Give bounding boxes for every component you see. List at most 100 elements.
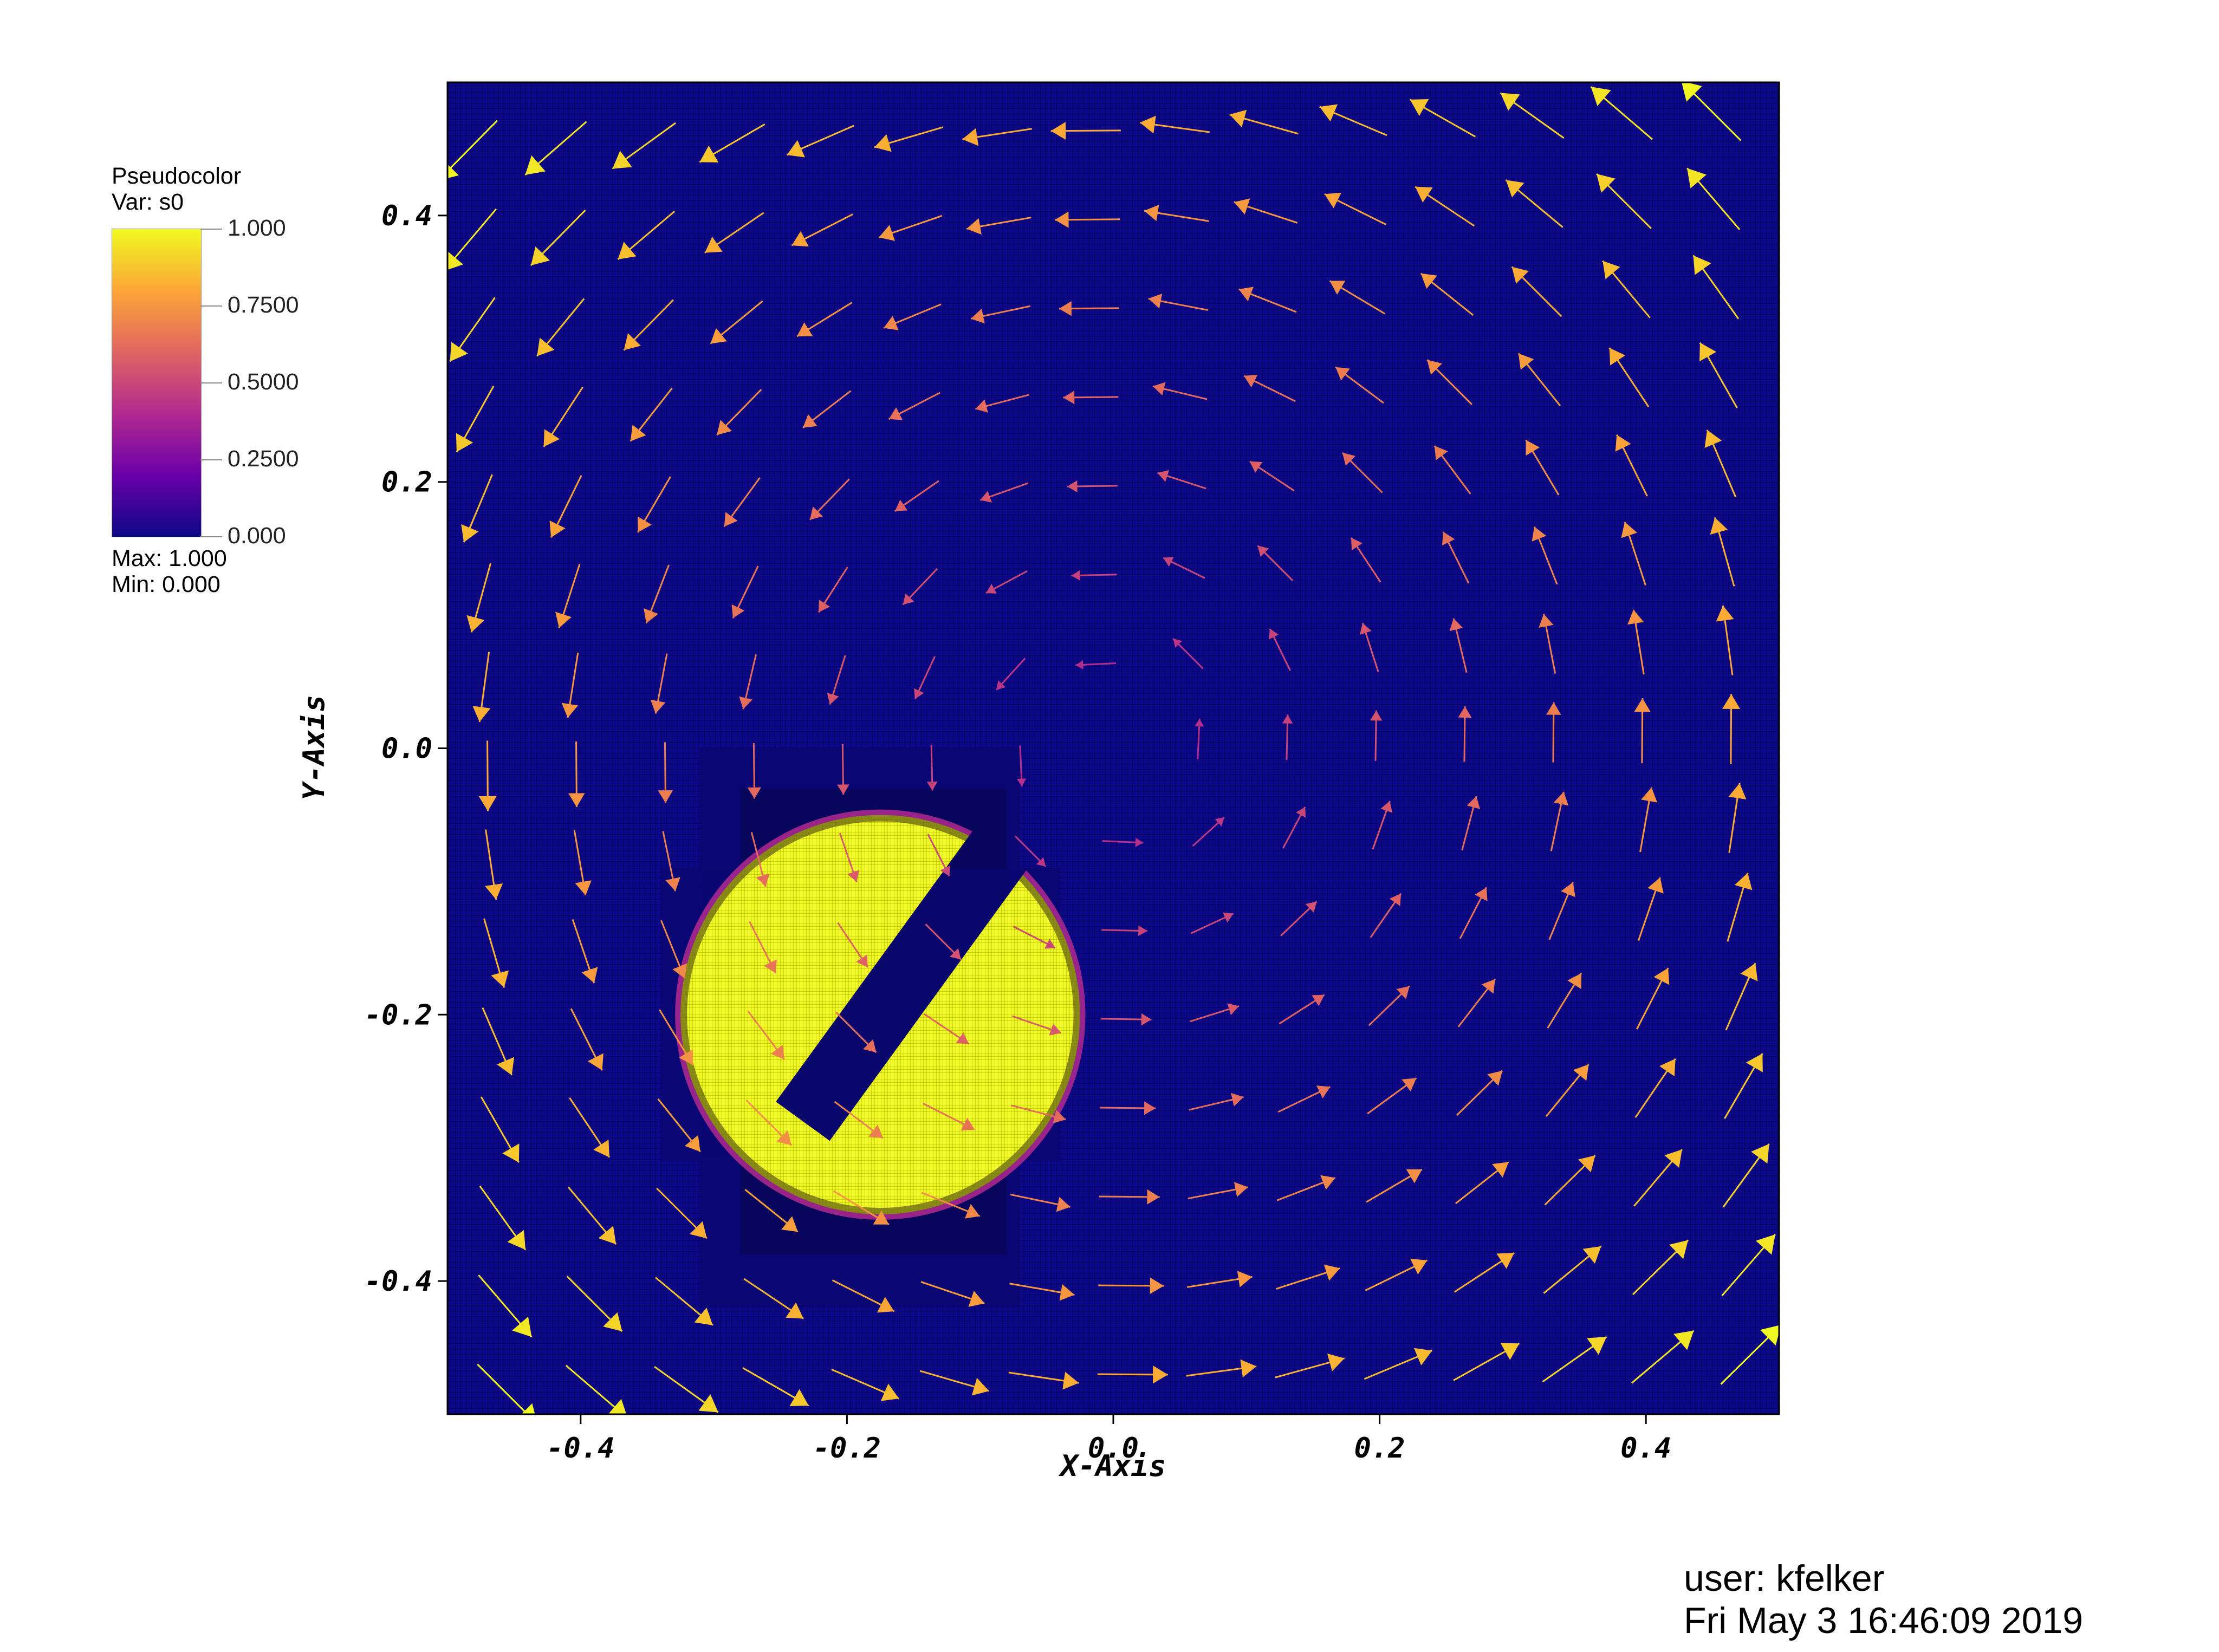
- colorbar-tick-label: 0.2500: [228, 446, 299, 472]
- x-axis-label: X-Axis: [1058, 1449, 1166, 1483]
- vector-arrowhead: [478, 796, 497, 811]
- vector-arrowhead: [1335, 367, 1350, 381]
- x-axis-ticks: -0.4 -0.2 0.0 0.2 0.4: [547, 1414, 1671, 1465]
- vector-arrowhead: [980, 491, 992, 503]
- vector-arrowhead: [1500, 93, 1520, 111]
- legend-max: Max: 1.000: [112, 545, 227, 571]
- vector-arrowhead: [956, 1032, 969, 1044]
- vector-arrowhead: [543, 429, 560, 447]
- vector-arrowhead: [1573, 1064, 1589, 1081]
- vector-arrowhead: [1148, 294, 1163, 309]
- vector-arrowhead: [1063, 391, 1075, 405]
- vector-arrowhead: [1755, 1234, 1775, 1255]
- vector-arrowhead: [1153, 1365, 1168, 1384]
- vector-arrowhead: [975, 399, 988, 413]
- vector-arrowhead: [1641, 787, 1658, 803]
- y-tick-label: 0.0: [381, 733, 432, 765]
- vector-arrowhead: [873, 1210, 889, 1225]
- vector-arrowhead: [1406, 1169, 1422, 1183]
- vector-arrowhead: [1481, 979, 1495, 994]
- vector-arrowhead: [827, 693, 839, 705]
- vector-arrowhead: [1413, 1348, 1432, 1365]
- vector-arrowhead: [1615, 434, 1631, 452]
- vector-arrowhead: [1475, 887, 1488, 901]
- vector-arrowhead: [884, 316, 899, 330]
- vector-arrowhead: [1044, 939, 1055, 949]
- vector-arrowhead: [630, 425, 646, 441]
- vector-arrowhead: [888, 407, 903, 420]
- vector-arrowhead: [971, 1377, 989, 1396]
- vector-arrowhead: [913, 688, 924, 699]
- vector-arrowhead: [1487, 1070, 1503, 1086]
- vector-arrowhead: [1506, 180, 1524, 198]
- vector-arrowhead: [598, 1226, 617, 1245]
- vector-arrowhead: [1320, 1175, 1335, 1190]
- legend-title: Pseudocolor: [112, 163, 242, 189]
- vector-arrowhead: [1687, 168, 1707, 188]
- vector-arrowhead: [502, 1143, 520, 1163]
- vector-arrowhead: [879, 225, 896, 241]
- colorbar-tick-label: 0.7500: [228, 292, 299, 318]
- vector-arrowhead: [1173, 638, 1183, 648]
- vector-arrowhead: [485, 883, 503, 900]
- vector-arrowhead: [1240, 1359, 1257, 1377]
- y-tick-label: -0.2: [365, 999, 432, 1031]
- vector-arrowhead: [1587, 1337, 1607, 1355]
- vector-arrowhead: [555, 612, 572, 628]
- vector-arrowhead: [1578, 1155, 1595, 1173]
- y-axis-ticks: 0.4 0.2 0.0 -0.2 -0.4: [365, 200, 447, 1298]
- vector-arrowhead: [608, 1399, 627, 1414]
- vector-arrowhead: [1222, 912, 1234, 923]
- vector-arrowhead: [1370, 710, 1383, 721]
- vector-arrowhead: [1351, 537, 1362, 550]
- vector-arrowhead: [1597, 174, 1615, 193]
- vector-arrowhead: [962, 128, 979, 146]
- vector-arrowhead: [665, 877, 680, 892]
- vector-arrowhead: [447, 164, 459, 179]
- vector-shaft: [477, 1363, 529, 1414]
- vector-arrowhead: [894, 499, 908, 511]
- vector-arrowhead: [1710, 517, 1728, 535]
- vector-arrowhead: [1722, 694, 1741, 709]
- y-tick-label: -0.4: [365, 1265, 432, 1298]
- vector-arrowhead: [809, 506, 823, 520]
- vector-arrowhead: [1163, 557, 1174, 567]
- vector-arrowhead: [466, 615, 485, 633]
- vector-arrowhead: [1075, 660, 1083, 669]
- vector-arrowhead: [1627, 609, 1644, 625]
- vector-arrowhead: [684, 1135, 700, 1152]
- vector-arrowhead: [1312, 994, 1325, 1006]
- colorbar-tick-label: 1.000: [228, 215, 286, 241]
- vector-arrowhead: [472, 706, 491, 723]
- vector-arrowhead: [1055, 211, 1069, 228]
- vector-arrowhead: [704, 236, 723, 253]
- vector-arrowhead: [1140, 115, 1156, 134]
- vector-arrowhead: [1056, 1196, 1070, 1212]
- vector-arrowhead: [1215, 817, 1224, 827]
- vector-arrowhead: [926, 781, 938, 791]
- vector-arrowhead: [491, 970, 509, 988]
- vector-arrowhead: [986, 584, 997, 594]
- vector-arrowhead: [1141, 1013, 1152, 1026]
- footer-user: user: kfelker: [1684, 1558, 1885, 1599]
- x-tick-label: -0.4: [547, 1432, 614, 1465]
- vector-arrowhead: [903, 593, 914, 605]
- vector-arrowhead: [1699, 342, 1717, 362]
- vector-arrowhead: [1492, 1162, 1509, 1178]
- vector-arrowhead: [1561, 882, 1575, 897]
- vector-arrowhead: [1734, 873, 1753, 890]
- colorbar-tick-mark: [200, 305, 222, 307]
- vector-arrowhead: [1500, 1343, 1520, 1360]
- vector-arrowhead: [694, 1308, 713, 1325]
- vector-arrowhead: [1410, 99, 1429, 116]
- vector-arrowhead: [1673, 1330, 1694, 1350]
- vector-arrowhead: [856, 954, 868, 967]
- vector-arrowhead: [1496, 1253, 1515, 1269]
- vector-arrowhead: [1059, 1284, 1075, 1301]
- vector-arrowhead: [1427, 360, 1442, 375]
- vector-arrowhead: [1532, 526, 1547, 542]
- vector-arrowhead: [1229, 109, 1247, 128]
- vector-arrowhead: [731, 604, 745, 619]
- vector-arrowhead: [1442, 531, 1455, 546]
